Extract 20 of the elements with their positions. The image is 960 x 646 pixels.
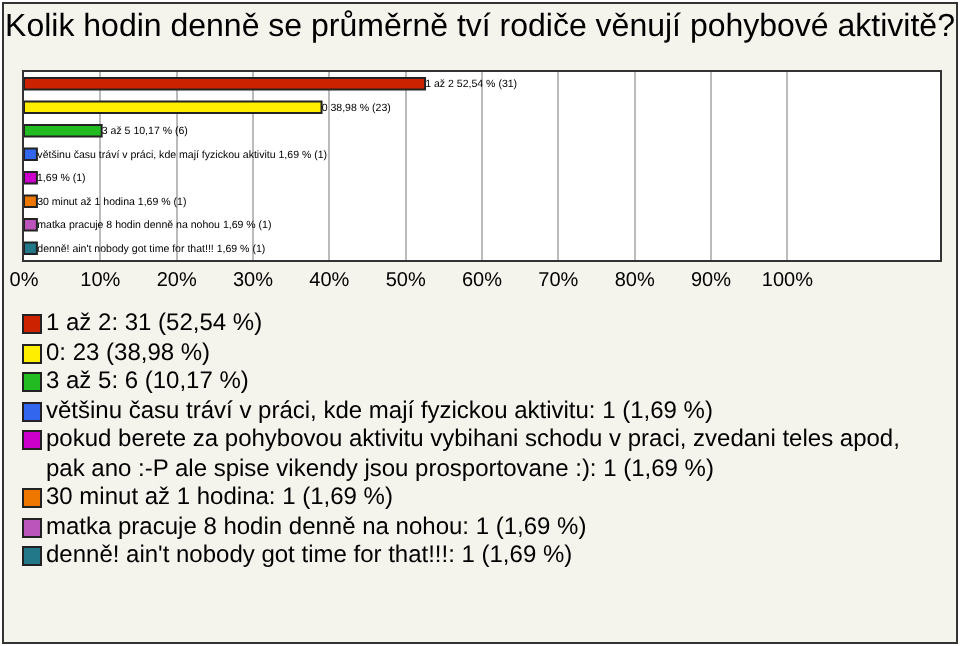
x-tick-label: 60% — [461, 270, 503, 292]
legend-label: matka pracuje 8 hodin denně na nohou: 1 (1,69 %) — [46, 511, 587, 540]
legend-label: denně! ain't nobody got time for that!!!: 1 (1,69 %) — [46, 540, 573, 569]
legend-label: pokud berete za pohybovou aktivitu vybihani schodu v praci, zvedani teles apod, pak ano :-P ale spise vikendy jsou prosportovane :): 1 (1,69 %) — [46, 424, 902, 482]
x-tick-label: 30% — [232, 270, 274, 292]
x-tick-label: 0% — [9, 270, 39, 292]
x-tick-label: 40% — [309, 270, 350, 292]
legend-label: 3 až 5: 6 (10,17 %) — [46, 366, 249, 395]
x-tick-label: 80% — [614, 270, 655, 292]
legend-label: většinu času tráví v práci, kde mají fyzickou aktivitu: 1 (1,69 %) — [46, 395, 713, 424]
x-tick-label: 90% — [690, 270, 732, 292]
x-tick-label: 10% — [80, 270, 121, 292]
legend-label: 0: 23 (38,98 %) — [46, 337, 211, 366]
x-tick-label: 70% — [538, 270, 579, 292]
legend-label: 30 minut až 1 hodina: 1 (1,69 %) — [46, 482, 393, 511]
x-tick-label: 50% — [385, 270, 426, 292]
x-tick-label: 20% — [156, 270, 197, 292]
x-tick-label: 100% — [761, 270, 814, 292]
legend-label: 1 až 2: 31 (52,54 %) — [46, 308, 263, 337]
chart-title: Kolik hodin denně se průměrně tví rodiče věnují pohybové aktivitě? — [5, 9, 956, 44]
